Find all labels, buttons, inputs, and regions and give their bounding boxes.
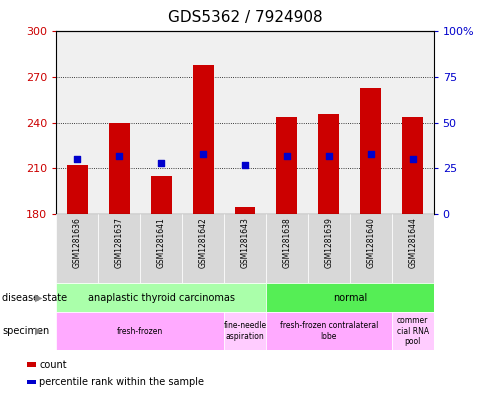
Text: disease state: disease state xyxy=(2,293,68,303)
Bar xyxy=(276,117,297,214)
Bar xyxy=(235,207,255,214)
Text: fresh-frozen contralateral
lobe: fresh-frozen contralateral lobe xyxy=(280,321,378,341)
Bar xyxy=(140,214,182,283)
Text: GSM1281639: GSM1281639 xyxy=(324,218,333,268)
Bar xyxy=(392,214,434,283)
Bar xyxy=(392,312,434,350)
Point xyxy=(325,152,333,159)
Bar xyxy=(266,214,308,283)
Point xyxy=(409,156,416,163)
Bar xyxy=(318,114,339,214)
Text: count: count xyxy=(39,360,67,369)
Bar xyxy=(56,312,224,350)
Text: GSM1281640: GSM1281640 xyxy=(366,218,375,268)
Text: anaplastic thyroid carcinomas: anaplastic thyroid carcinomas xyxy=(88,293,235,303)
Bar xyxy=(67,165,88,214)
Bar xyxy=(56,214,98,283)
Point xyxy=(367,151,375,157)
Text: GSM1281643: GSM1281643 xyxy=(241,218,249,268)
Bar xyxy=(56,283,266,312)
Point xyxy=(74,156,81,163)
Text: GSM1281637: GSM1281637 xyxy=(115,218,124,268)
Bar xyxy=(224,312,266,350)
Bar xyxy=(308,214,350,283)
Text: percentile rank within the sample: percentile rank within the sample xyxy=(39,377,204,387)
Text: commer
cial RNA
pool: commer cial RNA pool xyxy=(396,316,429,346)
Bar xyxy=(193,65,214,214)
Bar xyxy=(266,283,434,312)
Text: GSM1281641: GSM1281641 xyxy=(157,218,166,268)
Text: normal: normal xyxy=(333,293,367,303)
Bar xyxy=(350,214,392,283)
Point xyxy=(157,160,165,166)
Point xyxy=(115,152,123,159)
Bar xyxy=(224,214,266,283)
Text: GSM1281642: GSM1281642 xyxy=(198,218,208,268)
Text: GSM1281636: GSM1281636 xyxy=(73,218,82,268)
Bar xyxy=(182,214,224,283)
Text: fine-needle
aspiration: fine-needle aspiration xyxy=(223,321,267,341)
Text: GDS5362 / 7924908: GDS5362 / 7924908 xyxy=(168,10,322,25)
Text: ▶: ▶ xyxy=(35,293,43,303)
Point xyxy=(283,152,291,159)
Bar xyxy=(266,312,392,350)
Bar xyxy=(360,88,381,214)
Text: ▶: ▶ xyxy=(35,326,43,336)
Text: specimen: specimen xyxy=(2,326,49,336)
Text: GSM1281644: GSM1281644 xyxy=(408,218,417,268)
Bar xyxy=(151,176,171,214)
Bar xyxy=(109,123,130,214)
Text: GSM1281638: GSM1281638 xyxy=(282,218,292,268)
Bar xyxy=(98,214,140,283)
Bar xyxy=(402,117,423,214)
Text: fresh-frozen: fresh-frozen xyxy=(117,327,163,336)
Point xyxy=(241,162,249,168)
Point xyxy=(199,151,207,157)
